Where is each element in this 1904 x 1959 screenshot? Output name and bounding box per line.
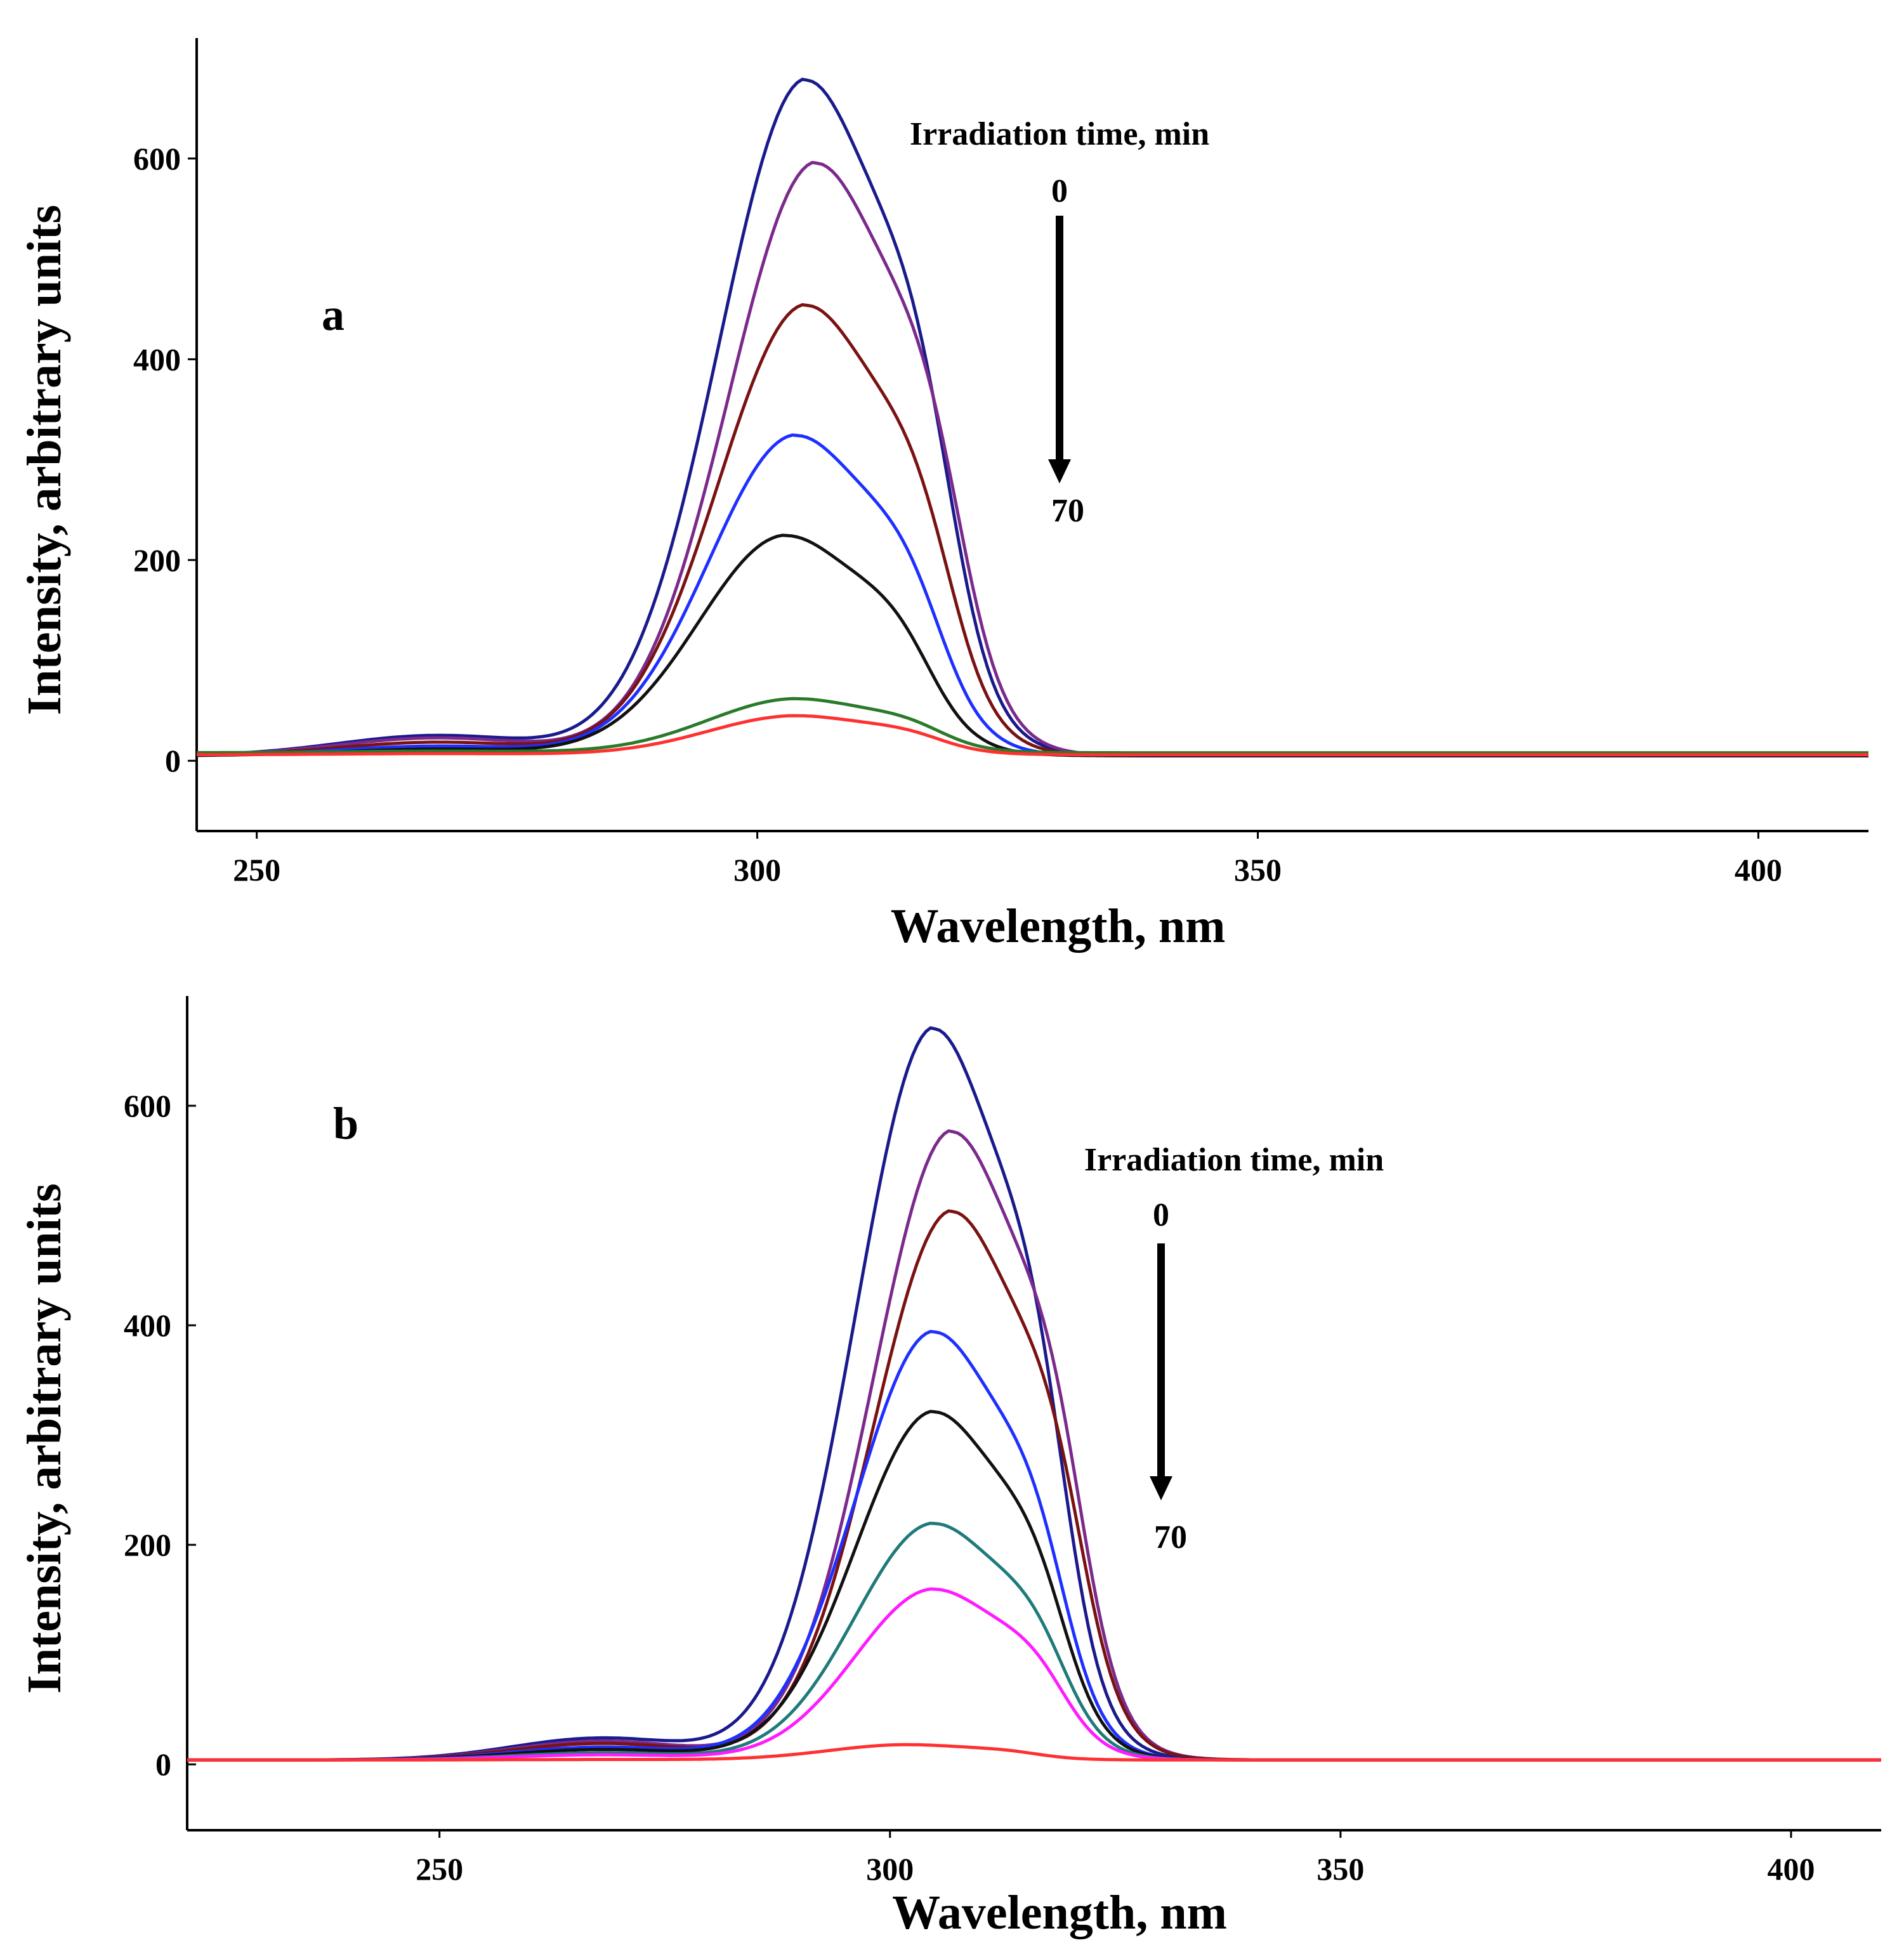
x-tick-label: 250 (416, 1851, 463, 1887)
panel-label: a (322, 289, 345, 340)
series-line (187, 1743, 1881, 1762)
x-tick-label: 350 (1316, 1851, 1364, 1887)
y-tick-label: 400 (133, 341, 181, 377)
y-tick-label: 200 (133, 542, 181, 578)
y-axis-title: Intensity, arbitrary units (18, 205, 71, 715)
panel-a: 0 200 400 600 250 300 350 400 Wavelength, nm Inte… (18, 38, 1868, 953)
arrow-head (1048, 459, 1071, 483)
x-tick-label: 350 (1234, 852, 1282, 888)
series-line (196, 433, 1868, 757)
x-tick-label: 300 (733, 852, 781, 888)
series-line (187, 1521, 1881, 1762)
arrow-head (1150, 1476, 1172, 1500)
x-axis-title: Wavelength, nm (892, 1886, 1227, 1939)
x-tick-label: 250 (233, 852, 280, 888)
series-line (197, 697, 1868, 755)
annotation-title: Irradiation time, min (1084, 1142, 1384, 1178)
y-tick-label: 200 (124, 1527, 171, 1563)
annotation-end: 70 (1154, 1519, 1187, 1556)
series-line (196, 77, 1868, 757)
y-axis-title: Intensity, arbitrary units (18, 1183, 71, 1693)
series-line (187, 1330, 1881, 1762)
annotation-end: 70 (1051, 493, 1084, 529)
series-line (187, 1587, 1881, 1762)
series-line (196, 303, 1868, 757)
y-tick-label: 600 (133, 141, 181, 176)
y-tick-label: 600 (124, 1088, 171, 1124)
y-tick-label: 400 (124, 1307, 171, 1343)
annotation-start: 0 (1051, 173, 1068, 209)
annotation-title: Irradiation time, min (910, 116, 1209, 152)
x-tick-label: 300 (866, 1851, 914, 1887)
panel-label: b (333, 1098, 358, 1149)
series-line (196, 161, 1868, 757)
x-axis-title: Wavelength, nm (891, 900, 1226, 953)
x-tick-label: 400 (1735, 852, 1782, 888)
series-line (187, 1410, 1881, 1762)
series-line (187, 1129, 1881, 1762)
y-tick-label: 0 (165, 743, 181, 778)
panel-b: 0 200 400 600 250 300 350 400 Wavelength, nm Inte… (18, 996, 1881, 1939)
series-line (196, 534, 1868, 757)
annotation-start: 0 (1153, 1197, 1169, 1233)
x-tick-label: 400 (1767, 1851, 1815, 1887)
series-line (197, 714, 1868, 757)
y-tick-label: 0 (155, 1746, 171, 1782)
